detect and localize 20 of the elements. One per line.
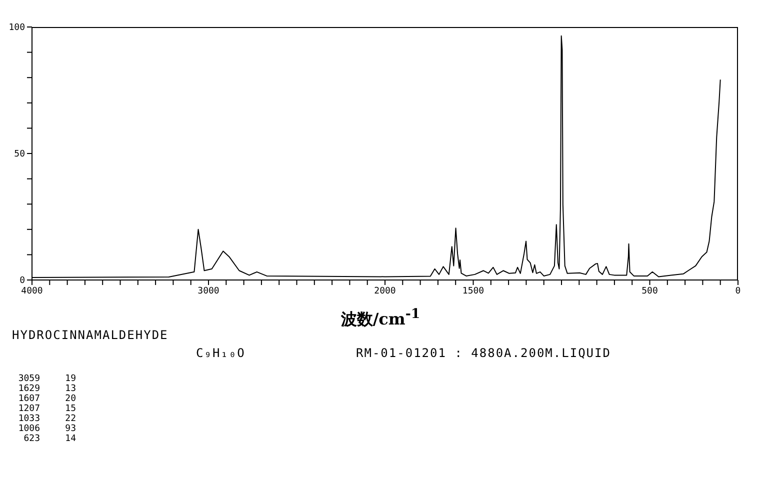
text: 1006 93 (18, 424, 76, 434)
text: 3059 19 (18, 374, 76, 384)
text: 623 14 (24, 434, 76, 444)
x-tick-label: 3000 (198, 286, 220, 296)
text: HYDROCINNAMALDEHYDE (12, 328, 170, 342)
y-tick-label: 0 (20, 276, 25, 286)
text: 1033 22 (18, 414, 76, 424)
text: 1629 13 (18, 384, 76, 394)
x-tick-label: 0 (735, 286, 741, 296)
x-tick-label: 2000 (374, 286, 396, 296)
text: 1207 15 (18, 404, 76, 414)
text: C₉H₁₀O (196, 346, 246, 360)
x-axis-title: 波数/cm$^{-1}$ (340, 306, 420, 328)
y-tick-label: 100 (8, 23, 25, 34)
x-tick-label: 500 (642, 286, 658, 296)
text: 1607 20 (18, 394, 76, 404)
x-tick-label: 1500 (462, 286, 484, 296)
text: RM-01-01201 : 4880A.200M.LIQUID (356, 346, 611, 360)
y-tick-label: 50 (14, 150, 25, 160)
x-tick-label: 4000 (21, 286, 43, 296)
